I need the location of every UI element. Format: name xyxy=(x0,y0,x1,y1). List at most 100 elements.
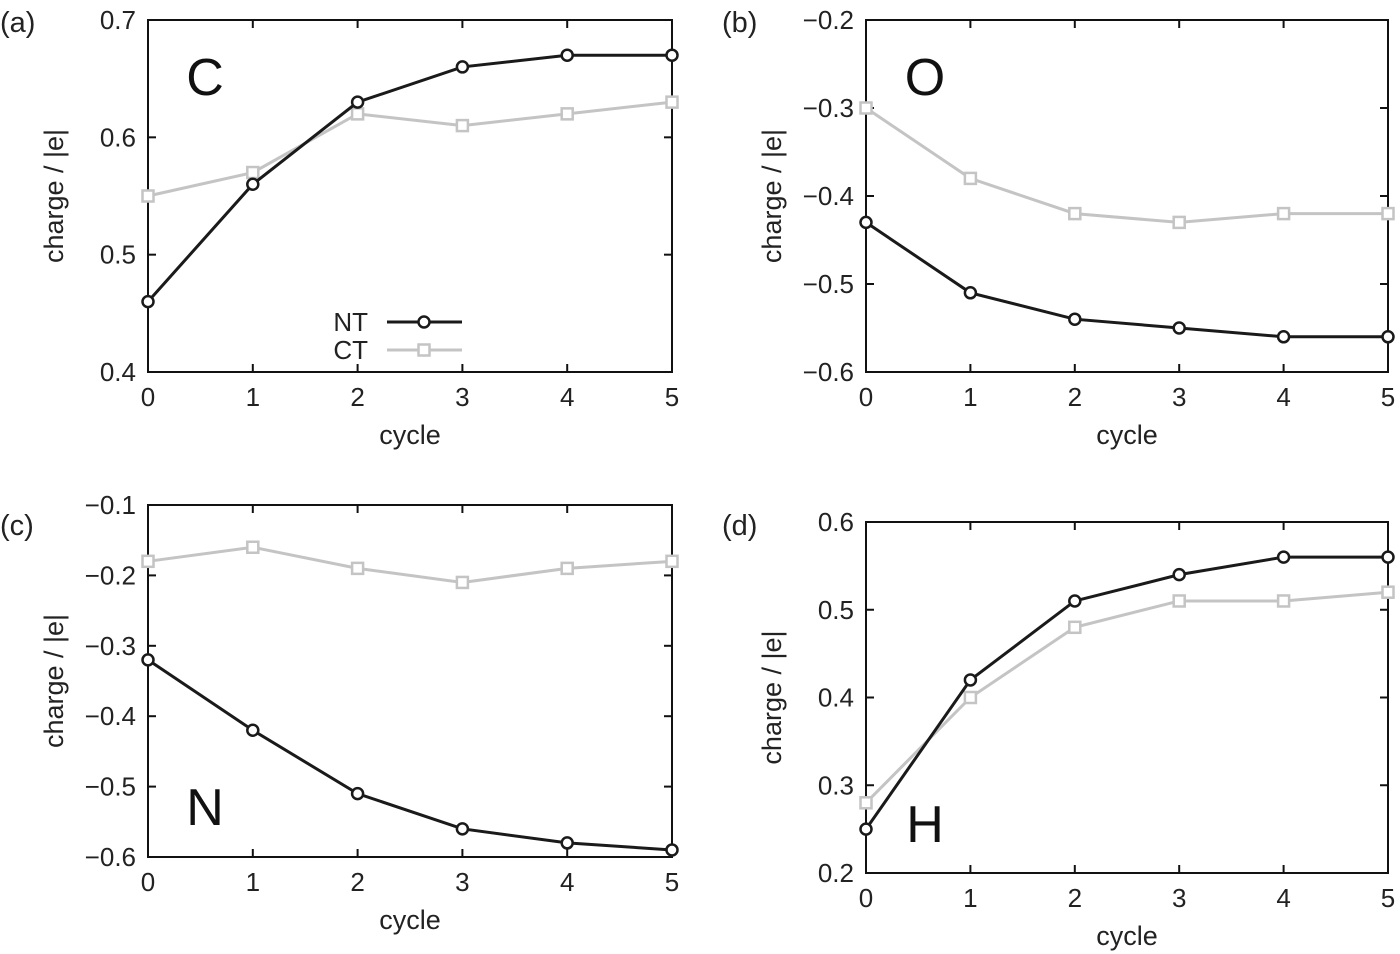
series-nt xyxy=(859,215,1395,344)
data-point xyxy=(560,107,574,121)
data-point xyxy=(455,822,470,836)
data-point xyxy=(1381,330,1395,344)
data-point xyxy=(246,165,260,180)
x-tick-label: 5 xyxy=(1381,883,1395,913)
element-label: H xyxy=(906,796,944,854)
legend-marker xyxy=(417,315,431,329)
data-point xyxy=(1381,206,1395,221)
x-tick-label: 0 xyxy=(859,883,873,913)
y-tick-label: 0.6 xyxy=(818,507,854,537)
plot-frame xyxy=(147,19,673,373)
y-tick-label: 0.5 xyxy=(818,595,854,625)
series-line xyxy=(147,100,673,198)
data-point xyxy=(1276,206,1291,221)
series-nt xyxy=(141,48,679,309)
x-tick-label: 3 xyxy=(455,382,469,412)
y-tick-label: −0.2 xyxy=(803,5,854,35)
data-point xyxy=(859,796,873,810)
plot-frame xyxy=(865,521,1389,874)
data-point xyxy=(350,786,365,801)
x-tick-label: 0 xyxy=(141,382,155,412)
series-line xyxy=(147,658,673,852)
data-point xyxy=(455,575,470,590)
data-point xyxy=(246,540,260,554)
data-point xyxy=(246,723,260,738)
y-tick-label: −0.2 xyxy=(85,560,136,590)
y-axis-label: charge / |e| xyxy=(39,129,69,263)
y-tick-label: 0.4 xyxy=(100,357,136,387)
data-point xyxy=(1276,550,1291,564)
panel-d: 0 1 2 3 4 5 0.2 0.3 0.4 0.5 0.6 cycle charge / |e| (d… xyxy=(722,507,1395,951)
data-point xyxy=(859,215,873,230)
y-axis-label: charge / |e| xyxy=(757,129,787,263)
data-point xyxy=(246,177,260,192)
x-tick-label: 1 xyxy=(963,883,977,913)
x-axis-label: cycle xyxy=(1096,420,1158,450)
series-line xyxy=(864,590,1389,804)
x-tick-label: 3 xyxy=(1172,382,1186,412)
data-point xyxy=(141,189,155,203)
x-tick-label: 5 xyxy=(665,867,679,897)
element-label: N xyxy=(186,779,224,837)
data-point xyxy=(859,822,873,836)
series-ct xyxy=(141,540,679,590)
data-point xyxy=(963,286,978,300)
data-point xyxy=(455,118,470,133)
data-point xyxy=(665,95,679,109)
x-tick-label: 1 xyxy=(246,867,260,897)
data-point xyxy=(141,294,155,309)
y-tick-label: 0.5 xyxy=(100,240,136,270)
data-point xyxy=(1276,330,1291,344)
data-point xyxy=(963,673,978,687)
y-tick-label: −0.1 xyxy=(85,490,136,520)
data-point xyxy=(1276,594,1291,608)
data-point xyxy=(141,653,155,667)
data-point xyxy=(1381,550,1395,564)
legend-label: NT xyxy=(333,307,368,337)
data-point xyxy=(455,60,470,74)
series-ct xyxy=(141,95,679,203)
y-tick-label: −0.4 xyxy=(803,181,854,211)
y-axis-label: charge / |e| xyxy=(39,614,69,748)
x-tick-label: 4 xyxy=(560,382,574,412)
y-tick-label: −0.4 xyxy=(85,701,136,731)
y-tick-label: −0.3 xyxy=(803,93,854,123)
legend-item: CT xyxy=(333,335,462,365)
plot-frame xyxy=(147,504,673,858)
series-nt xyxy=(859,550,1395,836)
legend-label: CT xyxy=(333,335,368,365)
series-line xyxy=(147,545,673,584)
panel-label: (a) xyxy=(0,7,35,39)
panel-a: 0 1 2 3 4 5 0.4 0.5 0.6 0.7 cycle charge / |e| (a) C N… xyxy=(0,5,679,450)
data-point xyxy=(350,561,365,576)
x-tick-label: 2 xyxy=(1068,382,1082,412)
data-point xyxy=(1172,321,1186,335)
x-axis-label: cycle xyxy=(379,420,441,450)
legend-item: NT xyxy=(333,307,462,337)
x-axis-label: cycle xyxy=(1096,921,1158,951)
series-line xyxy=(865,221,1388,339)
x-tick-label: 4 xyxy=(560,867,574,897)
data-point xyxy=(1172,215,1186,230)
x-axis-label: cycle xyxy=(379,905,441,935)
series-nt xyxy=(141,653,679,857)
y-axis-label: charge / |e| xyxy=(757,630,787,764)
data-point xyxy=(1068,312,1082,326)
x-tick-label: 4 xyxy=(1276,883,1290,913)
y-tick-label: 0.2 xyxy=(818,858,854,888)
y-tick-label: −0.3 xyxy=(85,631,136,661)
x-tick-label: 3 xyxy=(1172,883,1186,913)
data-point xyxy=(1172,567,1186,582)
x-tick-label: 5 xyxy=(1381,382,1395,412)
panel-label: (d) xyxy=(722,510,757,542)
x-tick-label: 1 xyxy=(246,382,260,412)
panel-label: (b) xyxy=(722,7,757,39)
x-tick-label: 2 xyxy=(350,867,364,897)
panel-b: 0 1 2 3 4 5 −0.6 −0.5 −0.4 −0.3 −0.2 cycle charge / … xyxy=(722,5,1395,450)
series-line xyxy=(146,53,672,303)
data-point xyxy=(665,48,679,62)
data-point xyxy=(1068,594,1082,608)
x-tick-label: 0 xyxy=(859,382,873,412)
